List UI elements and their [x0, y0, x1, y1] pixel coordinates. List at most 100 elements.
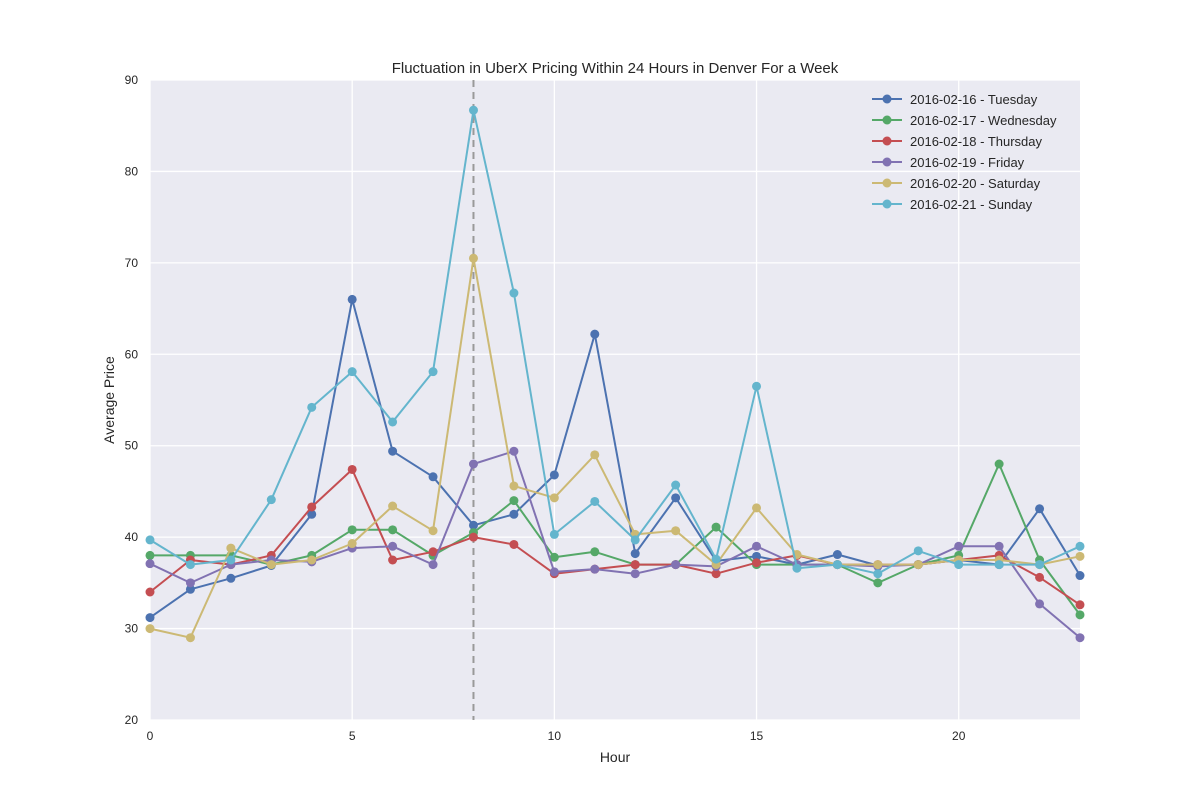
data-point: [145, 559, 155, 569]
data-point: [468, 253, 478, 263]
data-point: [347, 539, 357, 549]
data-point: [590, 547, 600, 557]
x-tick-label: 0: [147, 729, 154, 743]
data-point: [428, 526, 438, 536]
data-point: [307, 402, 317, 412]
data-point: [752, 381, 762, 391]
data-point: [549, 529, 559, 539]
data-point: [994, 560, 1004, 570]
y-tick-label: 30: [125, 622, 139, 636]
data-point: [388, 555, 398, 565]
data-point: [145, 535, 155, 545]
y-tick-label: 50: [125, 439, 139, 453]
data-point: [549, 470, 559, 480]
data-point: [752, 541, 762, 551]
data-point: [388, 541, 398, 551]
data-point: [1035, 504, 1045, 514]
data-point: [630, 569, 640, 579]
data-point: [630, 549, 640, 559]
data-point: [711, 522, 721, 532]
data-point: [1075, 541, 1085, 551]
data-point: [671, 560, 681, 570]
legend-label: 2016-02-17 - Wednesday: [910, 113, 1057, 128]
legend-swatch-marker: [882, 178, 892, 188]
legend-item: 2016-02-18 - Thursday: [872, 134, 1043, 149]
data-point: [226, 573, 236, 583]
y-tick-label: 40: [125, 530, 139, 544]
data-point: [913, 560, 923, 570]
data-point: [388, 446, 398, 456]
series-5: [145, 253, 1085, 643]
grid-lines: [149, 79, 1080, 721]
data-point: [145, 624, 155, 634]
series-line: [149, 109, 1081, 575]
x-tick-label: 20: [952, 729, 966, 743]
y-tick-label: 70: [125, 256, 139, 270]
data-point: [185, 633, 195, 643]
x-tick-label: 5: [349, 729, 356, 743]
y-tick-label: 90: [125, 73, 139, 87]
x-axis-label: Hour: [600, 749, 631, 765]
data-point: [590, 329, 600, 339]
data-point: [752, 551, 762, 561]
data-point: [428, 367, 438, 377]
data-point: [347, 464, 357, 474]
legend-item: 2016-02-19 - Friday: [872, 155, 1025, 170]
data-point: [185, 560, 195, 570]
y-tick-label: 80: [125, 164, 139, 178]
y-axis-label: Average Price: [101, 356, 117, 444]
data-point: [307, 555, 317, 565]
legend-swatch-marker: [882, 136, 892, 146]
data-point: [873, 560, 883, 570]
x-tick-label: 10: [548, 729, 562, 743]
data-point: [347, 294, 357, 304]
data-point: [711, 569, 721, 579]
data-point: [468, 459, 478, 469]
legend-label: 2016-02-21 - Sunday: [910, 197, 1033, 212]
data-point: [185, 584, 195, 594]
data-point: [388, 417, 398, 427]
data-point: [1075, 610, 1085, 620]
data-point: [428, 547, 438, 557]
data-point: [509, 481, 519, 491]
y-tick-label: 20: [125, 713, 139, 727]
legend-swatch-marker: [882, 157, 892, 167]
data-point: [671, 480, 681, 490]
series-line: [149, 257, 1081, 639]
data-point: [590, 450, 600, 460]
legend-label: 2016-02-19 - Friday: [910, 155, 1025, 170]
data-point: [347, 367, 357, 377]
data-point: [549, 552, 559, 562]
data-point: [509, 539, 519, 549]
data-point: [185, 578, 195, 588]
data-point: [468, 532, 478, 542]
data-point: [1075, 571, 1085, 581]
data-point: [145, 587, 155, 597]
data-point: [832, 560, 842, 570]
data-point: [509, 496, 519, 506]
legend-label: 2016-02-20 - Saturday: [910, 176, 1041, 191]
data-point: [792, 563, 802, 573]
data-point: [145, 550, 155, 560]
chart-title: Fluctuation in UberX Pricing Within 24 H…: [392, 60, 839, 77]
data-point: [266, 560, 276, 570]
series-group: [145, 105, 1085, 643]
legend-swatch-marker: [882, 94, 892, 104]
legend-item: 2016-02-20 - Saturday: [872, 176, 1041, 191]
data-point: [752, 558, 762, 568]
data-point: [388, 525, 398, 535]
data-point: [307, 502, 317, 512]
x-tick-label: 15: [750, 729, 764, 743]
data-point: [671, 493, 681, 503]
data-point: [994, 459, 1004, 469]
data-point: [428, 560, 438, 570]
data-point: [226, 543, 236, 553]
legend-label: 2016-02-16 - Tuesday: [910, 92, 1038, 107]
data-point: [630, 560, 640, 570]
data-point: [549, 567, 559, 577]
data-point: [509, 446, 519, 456]
data-point: [145, 613, 155, 623]
data-point: [226, 555, 236, 565]
legend-swatch-marker: [882, 115, 892, 125]
